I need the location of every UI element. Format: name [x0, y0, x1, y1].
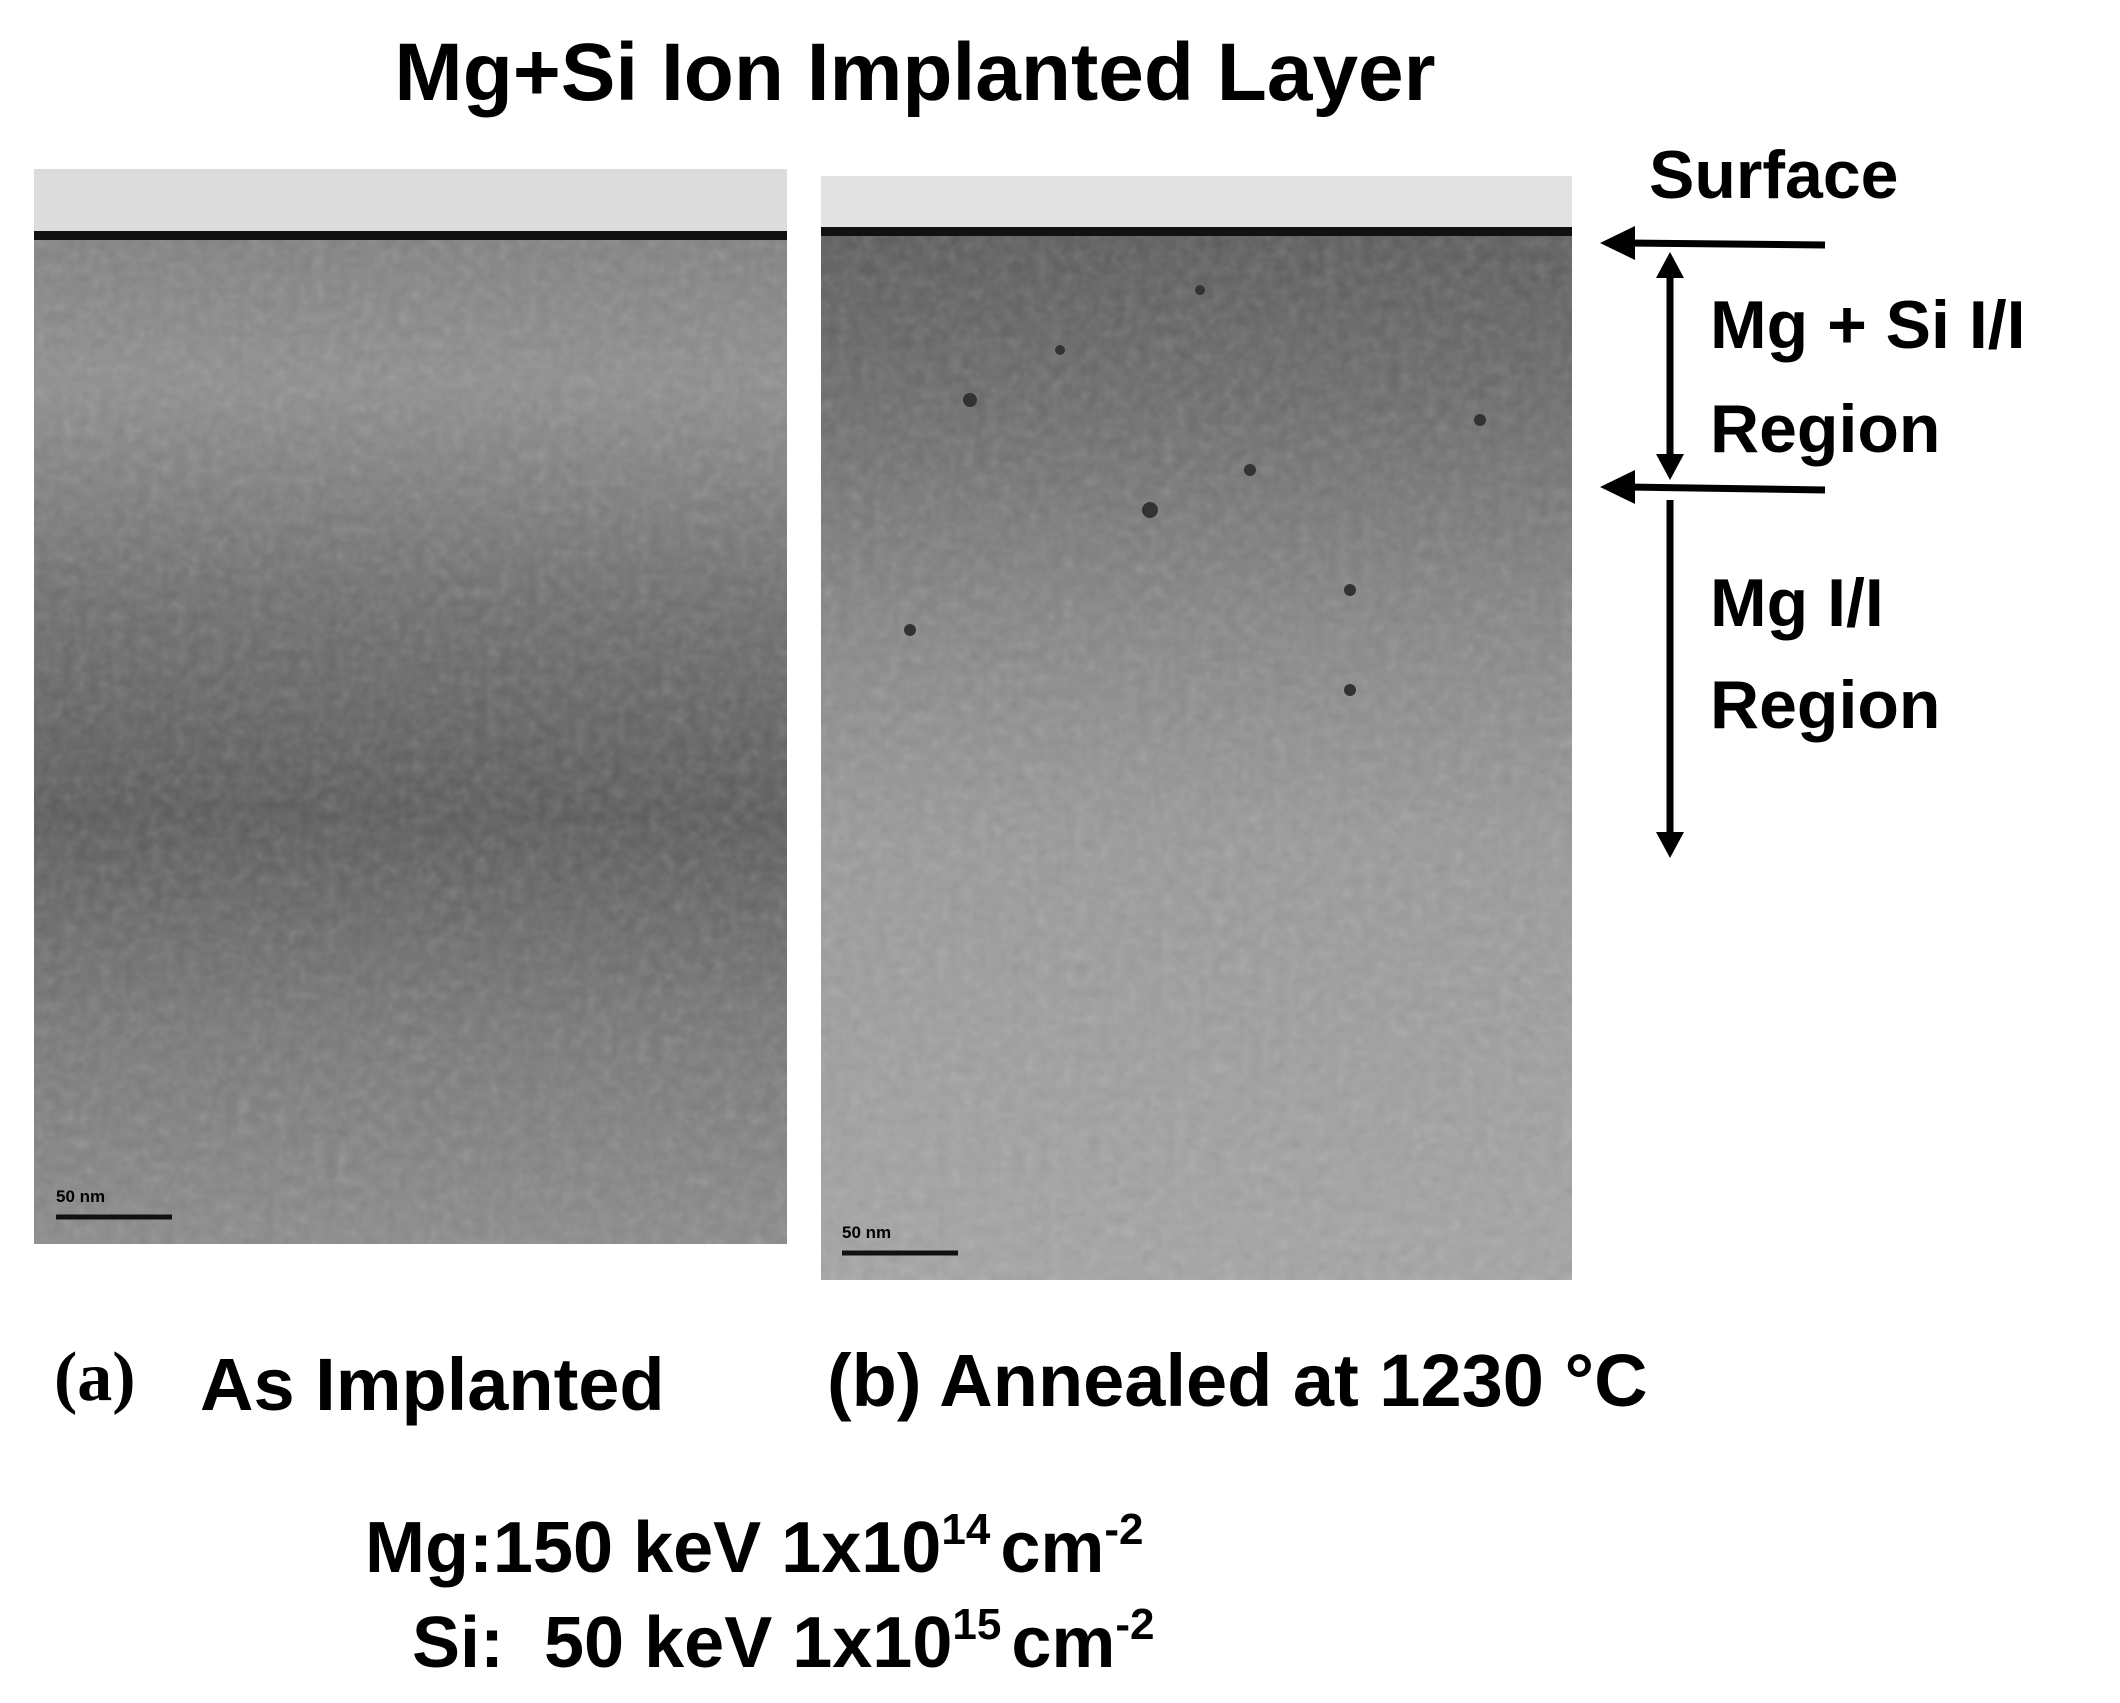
panel-label: (a): [54, 1339, 136, 1416]
arrows: [1624, 239, 1826, 838]
region-label: Region: [1710, 391, 1940, 467]
superscript: -2: [1115, 1600, 1154, 1649]
surface-label: Surface: [1649, 137, 1898, 213]
arrow-heads: [1600, 226, 1684, 858]
unit: cm: [1000, 1508, 1104, 1588]
region-label: Region: [1710, 667, 1940, 743]
superscript: 14: [941, 1505, 990, 1554]
scale-bar-label: 50 nm: [56, 1187, 105, 1206]
condition-text: Mg:150 keV 1x10: [365, 1508, 941, 1588]
condition-line: Mg:150 keV 1x1014 cm-2: [365, 1505, 1144, 1588]
superscript: -2: [1104, 1505, 1143, 1554]
panel-caption: (b) Annealed at 1230 °C: [827, 1339, 1648, 1422]
panel-caption: As Implanted: [200, 1343, 665, 1426]
scale-bar-label: 50 nm: [842, 1223, 891, 1242]
superscript: 15: [952, 1600, 1001, 1649]
figure-title: Mg+Si Ion Implanted Layer: [394, 27, 1435, 118]
tem-image-a: 50 nm: [34, 169, 787, 1244]
condition-line: Si: 50 keV 1x1015 cm-2: [412, 1600, 1155, 1683]
unit: cm: [1011, 1603, 1115, 1683]
tem-image-b: 50 nm: [821, 176, 1572, 1280]
region-label: Mg I/I: [1710, 565, 1884, 641]
condition-text: Si: 50 keV 1x10: [412, 1603, 952, 1683]
region-label: Mg + Si I/I: [1710, 287, 2026, 363]
